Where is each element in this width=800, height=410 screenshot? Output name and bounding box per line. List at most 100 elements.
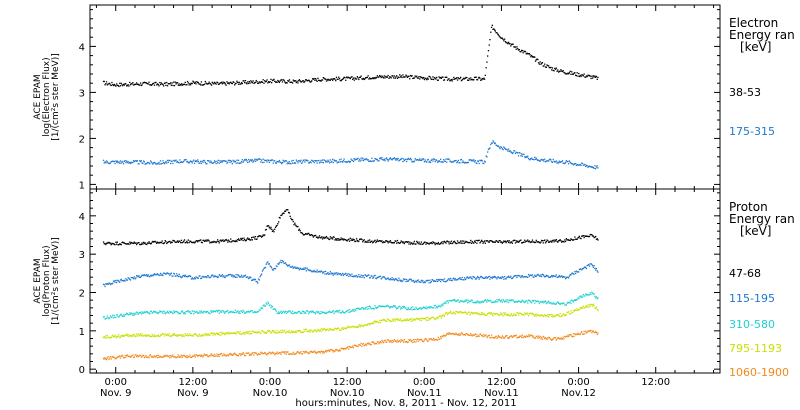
data-point [473,312,475,314]
data-point [447,278,449,280]
data-point [580,237,582,240]
data-point [110,316,112,318]
data-point [155,335,157,338]
data-point [500,313,503,316]
data-point [382,342,385,344]
data-point [298,269,301,271]
data-point [126,354,129,356]
data-point [524,156,526,158]
data-point [245,239,247,242]
data-point [328,273,330,275]
data-point [180,334,182,336]
data-point [184,81,186,84]
data-point [314,79,316,81]
data-point [469,241,471,244]
data-point [557,241,559,243]
data-point [104,285,106,288]
data-point [588,74,591,77]
data-point [182,355,184,357]
data-point [419,281,422,283]
data-point [419,281,421,283]
data-point [422,318,424,320]
data-point [217,354,220,356]
data-point [198,333,200,335]
data-point [179,312,181,314]
data-point [424,338,426,340]
data-point [109,283,112,286]
data-point [138,84,140,86]
data-point [177,241,179,243]
data-point [116,337,118,339]
data-point [122,280,124,282]
data-point [581,162,583,164]
data-point [477,276,480,279]
data-point [448,332,450,334]
data-point [577,237,579,239]
data-point [213,310,215,312]
data-point [215,83,217,85]
data-point [359,324,361,326]
data-point [338,309,341,311]
data-point [245,332,247,334]
data-point [566,73,568,75]
data-point [205,239,207,241]
data-point [569,273,571,276]
data-point [541,314,543,316]
data-point [158,335,160,338]
data-point [125,161,127,164]
data-point [275,81,277,83]
data-point [328,162,331,164]
data-point [113,160,115,163]
data-point [340,158,342,160]
data-point [566,239,568,241]
data-point [578,164,580,166]
data-point [277,223,279,225]
data-point [578,333,580,335]
data-point [125,356,127,358]
data-point [526,312,528,314]
data-point [111,356,113,358]
data-point [191,277,193,279]
panel-frame [89,188,721,374]
data-point [455,159,457,162]
data-point [391,320,393,322]
data-point [353,79,355,81]
data-point [347,239,349,241]
data-point [347,346,349,348]
data-point [342,310,344,312]
data-point [185,241,187,244]
data-point [345,161,348,163]
data-point [139,160,141,162]
data-point [186,275,188,278]
data-point [494,143,496,145]
data-point [512,240,514,242]
data-point [190,82,193,84]
data-point [571,73,574,75]
data-point [520,335,522,337]
data-point [513,275,515,277]
data-point [159,241,161,244]
data-point [380,342,382,344]
data-point [145,275,147,277]
data-point [273,268,275,270]
data-point [153,241,155,243]
data-point [253,331,255,334]
data-point [594,307,596,309]
data-point [392,306,394,308]
data-point [184,274,186,276]
data-point [189,83,191,85]
data-point [180,161,183,163]
data-point [232,354,234,356]
data-point [270,266,272,268]
data-point [291,353,294,355]
data-point [385,341,387,343]
data-point [226,81,228,83]
data-point [498,314,500,317]
data-point [345,239,347,241]
data-point [234,275,236,278]
data-point [494,276,496,278]
data-point [383,75,385,77]
data-point [280,310,282,312]
data-point [171,160,173,162]
data-point [499,148,501,150]
